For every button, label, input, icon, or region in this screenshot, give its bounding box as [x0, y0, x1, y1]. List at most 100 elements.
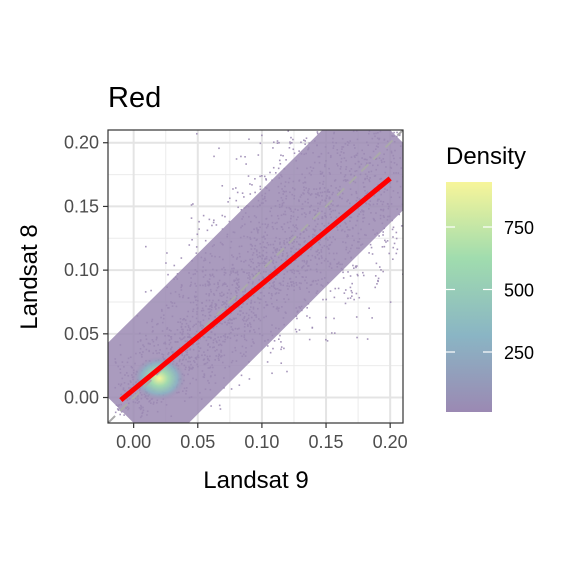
density-cell: [315, 268, 318, 271]
density-cell: [329, 173, 331, 175]
density-cell: [269, 243, 272, 246]
density-cell: [255, 227, 258, 229]
density-cell: [274, 172, 277, 174]
density-cell: [221, 322, 223, 325]
density-cell: [181, 285, 183, 287]
density-cell: [190, 337, 193, 339]
density-cell: [222, 258, 224, 261]
density-cell: [264, 223, 267, 226]
density-cell: [386, 140, 389, 143]
density-cell: [300, 194, 303, 196]
density-cell: [254, 331, 256, 334]
density-cell: [316, 270, 318, 273]
density-cell: [261, 175, 263, 177]
density-cell: [339, 196, 341, 198]
density-cell: [264, 231, 266, 234]
density-cell: [304, 240, 307, 242]
density-cell: [315, 292, 318, 294]
density-cell: [235, 286, 237, 289]
density-cell: [150, 402, 152, 404]
density-cell: [265, 217, 268, 220]
density-cell: [285, 190, 287, 193]
density-cell: [192, 273, 195, 276]
density-cell: [216, 341, 218, 344]
density-cell: [295, 276, 297, 278]
density-cell: [348, 170, 351, 172]
density-cell: [385, 241, 387, 243]
density-cell: [190, 277, 192, 279]
density-cell: [317, 249, 319, 251]
density-cell: [185, 366, 187, 369]
density-cell: [251, 254, 254, 256]
density-cell: [273, 281, 275, 283]
density-cell: [187, 336, 190, 338]
density-cell: [278, 249, 281, 251]
density-cell: [218, 359, 220, 361]
density-cell: [221, 214, 224, 217]
density-cell: [276, 142, 279, 144]
density-cell: [165, 262, 167, 264]
density-cell: [226, 292, 229, 295]
density-cell: [243, 207, 246, 209]
density-cell: [249, 276, 251, 278]
density-cell: [240, 310, 242, 312]
density-cell: [312, 228, 315, 230]
density-cell: [329, 262, 332, 265]
density-cell: [336, 226, 338, 229]
density-cell: [248, 308, 251, 311]
density-cell: [136, 399, 139, 402]
density-cell: [222, 301, 224, 303]
identity-line: [108, 130, 403, 423]
density-cell: [238, 245, 241, 248]
density-cell: [284, 213, 287, 216]
density-cell: [358, 198, 361, 200]
density-cell: [355, 316, 358, 318]
density-cell: [349, 216, 351, 219]
density-cell: [305, 276, 307, 278]
density-cell: [253, 285, 256, 288]
density-cell: [371, 137, 374, 140]
density-cell: [339, 225, 342, 227]
density-cell: [298, 329, 301, 331]
density-cell: [139, 416, 142, 419]
density-cell: [207, 281, 210, 284]
density-cell: [251, 338, 254, 341]
density-cell: [264, 340, 266, 342]
density-cell: [261, 262, 264, 264]
density-cell: [219, 322, 221, 324]
density-cell: [380, 200, 382, 203]
density-cell: [186, 329, 189, 331]
density-cell: [335, 252, 338, 255]
density-cell: [160, 308, 163, 311]
density-cell: [321, 222, 323, 225]
density-cell: [188, 336, 191, 338]
density-cell: [319, 170, 322, 173]
density-cell: [399, 185, 402, 188]
density-cell: [307, 265, 309, 267]
density-cell: [224, 336, 226, 338]
density-cell: [148, 400, 150, 403]
density-cell: [217, 344, 220, 346]
density-cell: [343, 292, 346, 294]
density-cell: [297, 265, 299, 268]
density-cell: [220, 351, 222, 353]
density-cell: [272, 262, 275, 265]
density-cell: [317, 155, 320, 158]
density-cell: [181, 333, 184, 336]
density-cell: [306, 315, 308, 317]
density-peak: [133, 356, 186, 401]
density-cell: [127, 357, 130, 360]
density-cell: [167, 352, 170, 354]
density-cell: [362, 217, 364, 220]
density-cell: [247, 325, 249, 327]
density-cell: [355, 190, 357, 193]
density-cell: [280, 346, 283, 348]
density-cell: [117, 405, 119, 407]
density-cell: [130, 394, 132, 397]
density-cell: [245, 339, 248, 342]
density-cell: [393, 157, 395, 160]
density-cell: [351, 244, 353, 247]
density-cell: [271, 221, 274, 224]
density-cell: [327, 222, 330, 225]
density-cell: [196, 307, 199, 310]
